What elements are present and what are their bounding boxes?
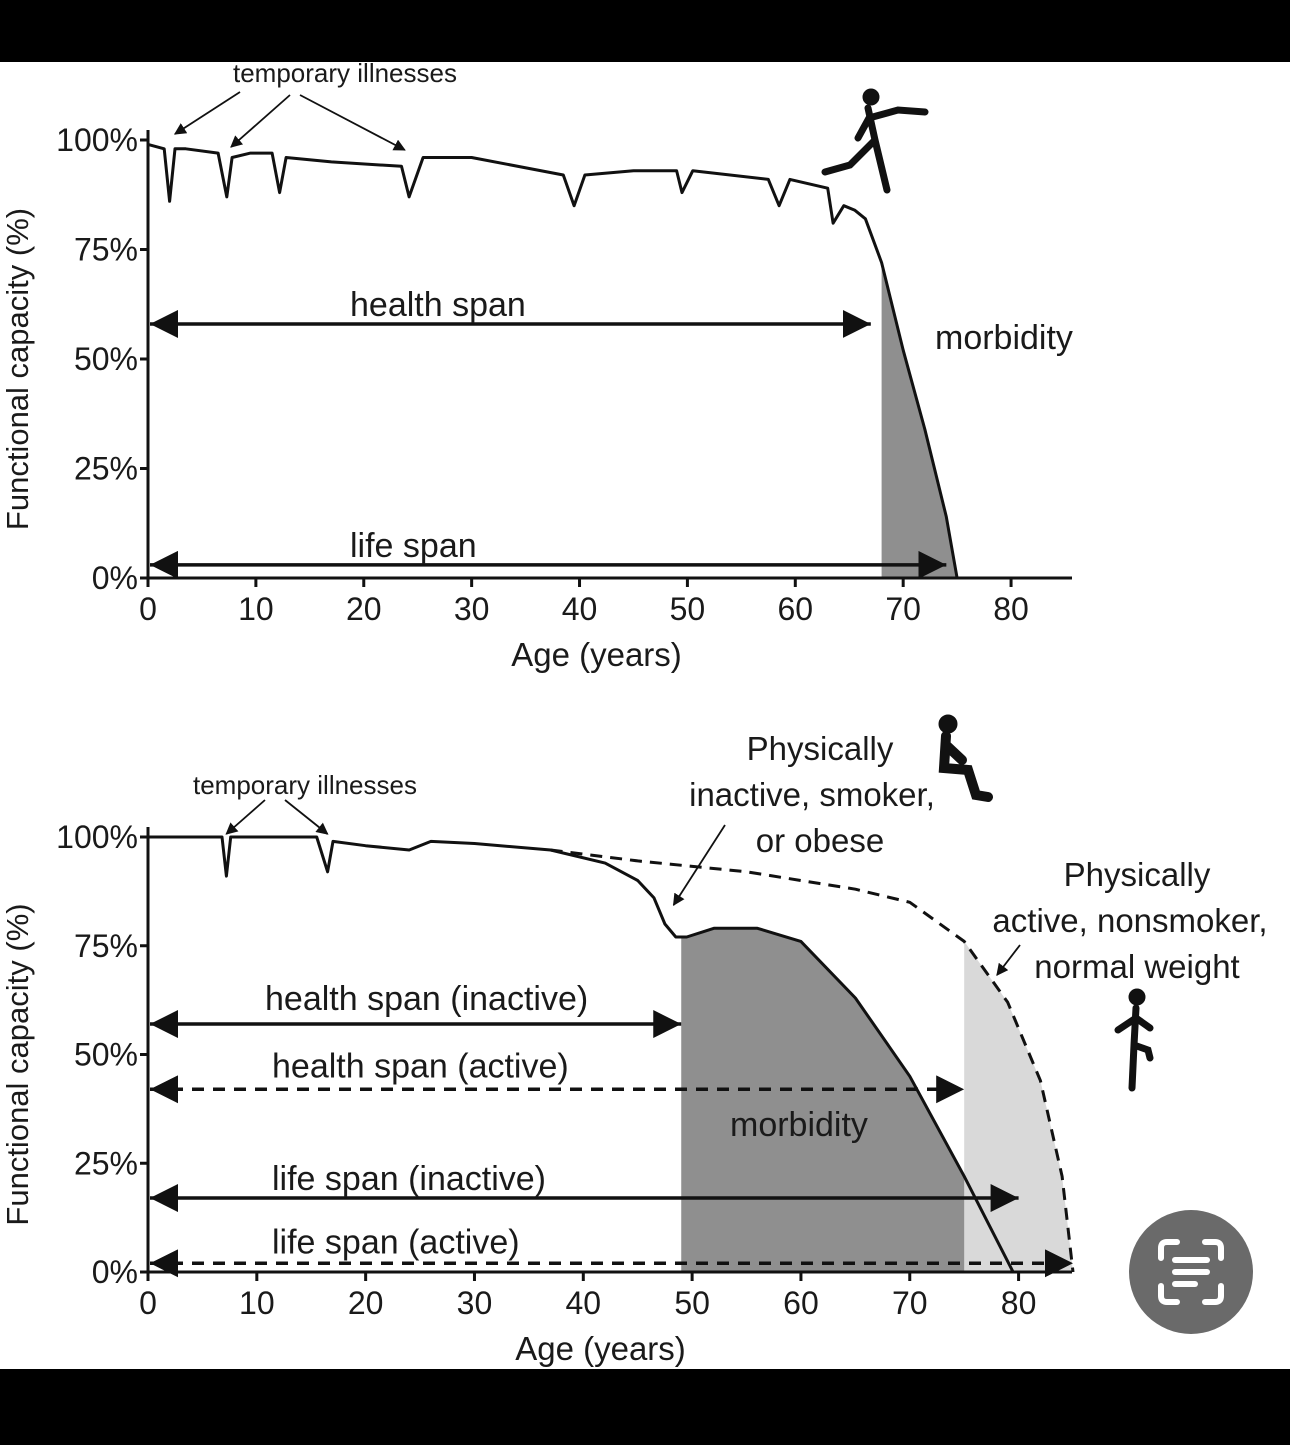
health-span-active-label: health span (active) (272, 1047, 569, 1085)
x-tick-label: 40 (562, 591, 598, 627)
x-tick-label: 30 (457, 1285, 493, 1321)
text-scan-icon (1158, 1239, 1224, 1305)
x-tick-label: 40 (565, 1285, 601, 1321)
runner-icon (1114, 988, 1154, 1092)
y-axis-label: Functional capacity (%) (0, 208, 35, 530)
x-tick-label: 80 (993, 591, 1029, 627)
x-tick-label: 30 (454, 591, 490, 627)
x-tick-label: 80 (1001, 1285, 1037, 1321)
x-tick-label: 10 (239, 1285, 275, 1321)
runner-body (821, 104, 929, 194)
chart-bottom: 0% 25% 50% 75% 100% 0 10 20 30 40 50 60 70 80 Age (yea… (0, 714, 1268, 1367)
y-tick-label: 75% (74, 928, 138, 964)
runner-icon (821, 88, 929, 194)
inactive-label-line: or obese (756, 822, 884, 859)
inactive-label-line: inactive, smoker, (689, 776, 935, 813)
x-axis-label: Age (years) (511, 636, 682, 673)
illness-pointer (284, 799, 329, 835)
health-span-label: health span (350, 286, 526, 324)
y-axis-label: Functional capacity (%) (0, 903, 35, 1225)
health-span-inactive-label: health span (inactive) (265, 980, 588, 1018)
x-tick-label: 20 (346, 591, 382, 627)
x-tick-label: 70 (885, 591, 921, 627)
y-tick-label: 25% (74, 1145, 138, 1181)
series-line (148, 835, 1015, 1273)
runner-head (862, 88, 880, 106)
life-span-active-label: life span (active) (272, 1223, 520, 1261)
x-tick-label: 60 (777, 591, 813, 627)
y-tick-label: 75% (74, 232, 138, 268)
x-axis-label: Age (years) (515, 1330, 686, 1367)
x-tick-label: 50 (670, 591, 706, 627)
life-span-label: life span (350, 527, 477, 565)
y-tick-label: 0% (92, 1254, 138, 1290)
y-tick-label: 25% (74, 451, 138, 487)
x-tick-label: 60 (783, 1285, 819, 1321)
chart-top: 0% 25% 50% 75% 100% 0 10 20 30 40 50 60 70 80 Age (yea… (0, 58, 1073, 673)
x-tick-label: 10 (238, 591, 274, 627)
morbidity-label: morbidity (935, 319, 1073, 357)
illness-pointer (225, 799, 266, 835)
x-tick-label: 0 (139, 1285, 157, 1321)
illness-pointer (230, 94, 291, 148)
illness-pointer (299, 94, 406, 151)
series-line (147, 142, 959, 579)
inactive-label-line: Physically (747, 730, 894, 767)
text-scan-button[interactable] (1129, 1210, 1253, 1334)
inactive-pointer (672, 824, 726, 907)
y-tick-label: 50% (74, 1037, 138, 1073)
active-label-line: active, nonsmoker, (992, 902, 1267, 939)
x-tick-label: 0 (139, 591, 157, 627)
x-tick-label: 70 (892, 1285, 928, 1321)
seated-body (938, 731, 993, 802)
figure-background (0, 62, 1290, 1369)
x-tick-label: 20 (348, 1285, 384, 1321)
y-tick-label: 0% (92, 560, 138, 596)
y-tick-label: 100% (56, 819, 138, 855)
illness-label: temporary illnesses (233, 58, 457, 88)
morbidity-label: morbidity (730, 1106, 868, 1144)
illness-pointer (173, 91, 241, 135)
y-tick-label: 50% (74, 341, 138, 377)
active-label-line: normal weight (1034, 948, 1239, 985)
active-pointer (996, 944, 1021, 976)
seated-person-icon (938, 714, 993, 802)
active-label-line: Physically (1064, 856, 1211, 893)
life-span-inactive-label: life span (inactive) (272, 1160, 546, 1198)
illness-label: temporary illnesses (193, 770, 417, 800)
y-tick-label: 100% (56, 122, 138, 158)
x-tick-label: 50 (674, 1285, 710, 1321)
series-line-active (550, 848, 1075, 1273)
runner-head (1128, 988, 1146, 1006)
runner-body (1114, 1004, 1154, 1092)
seated-head (938, 714, 958, 734)
